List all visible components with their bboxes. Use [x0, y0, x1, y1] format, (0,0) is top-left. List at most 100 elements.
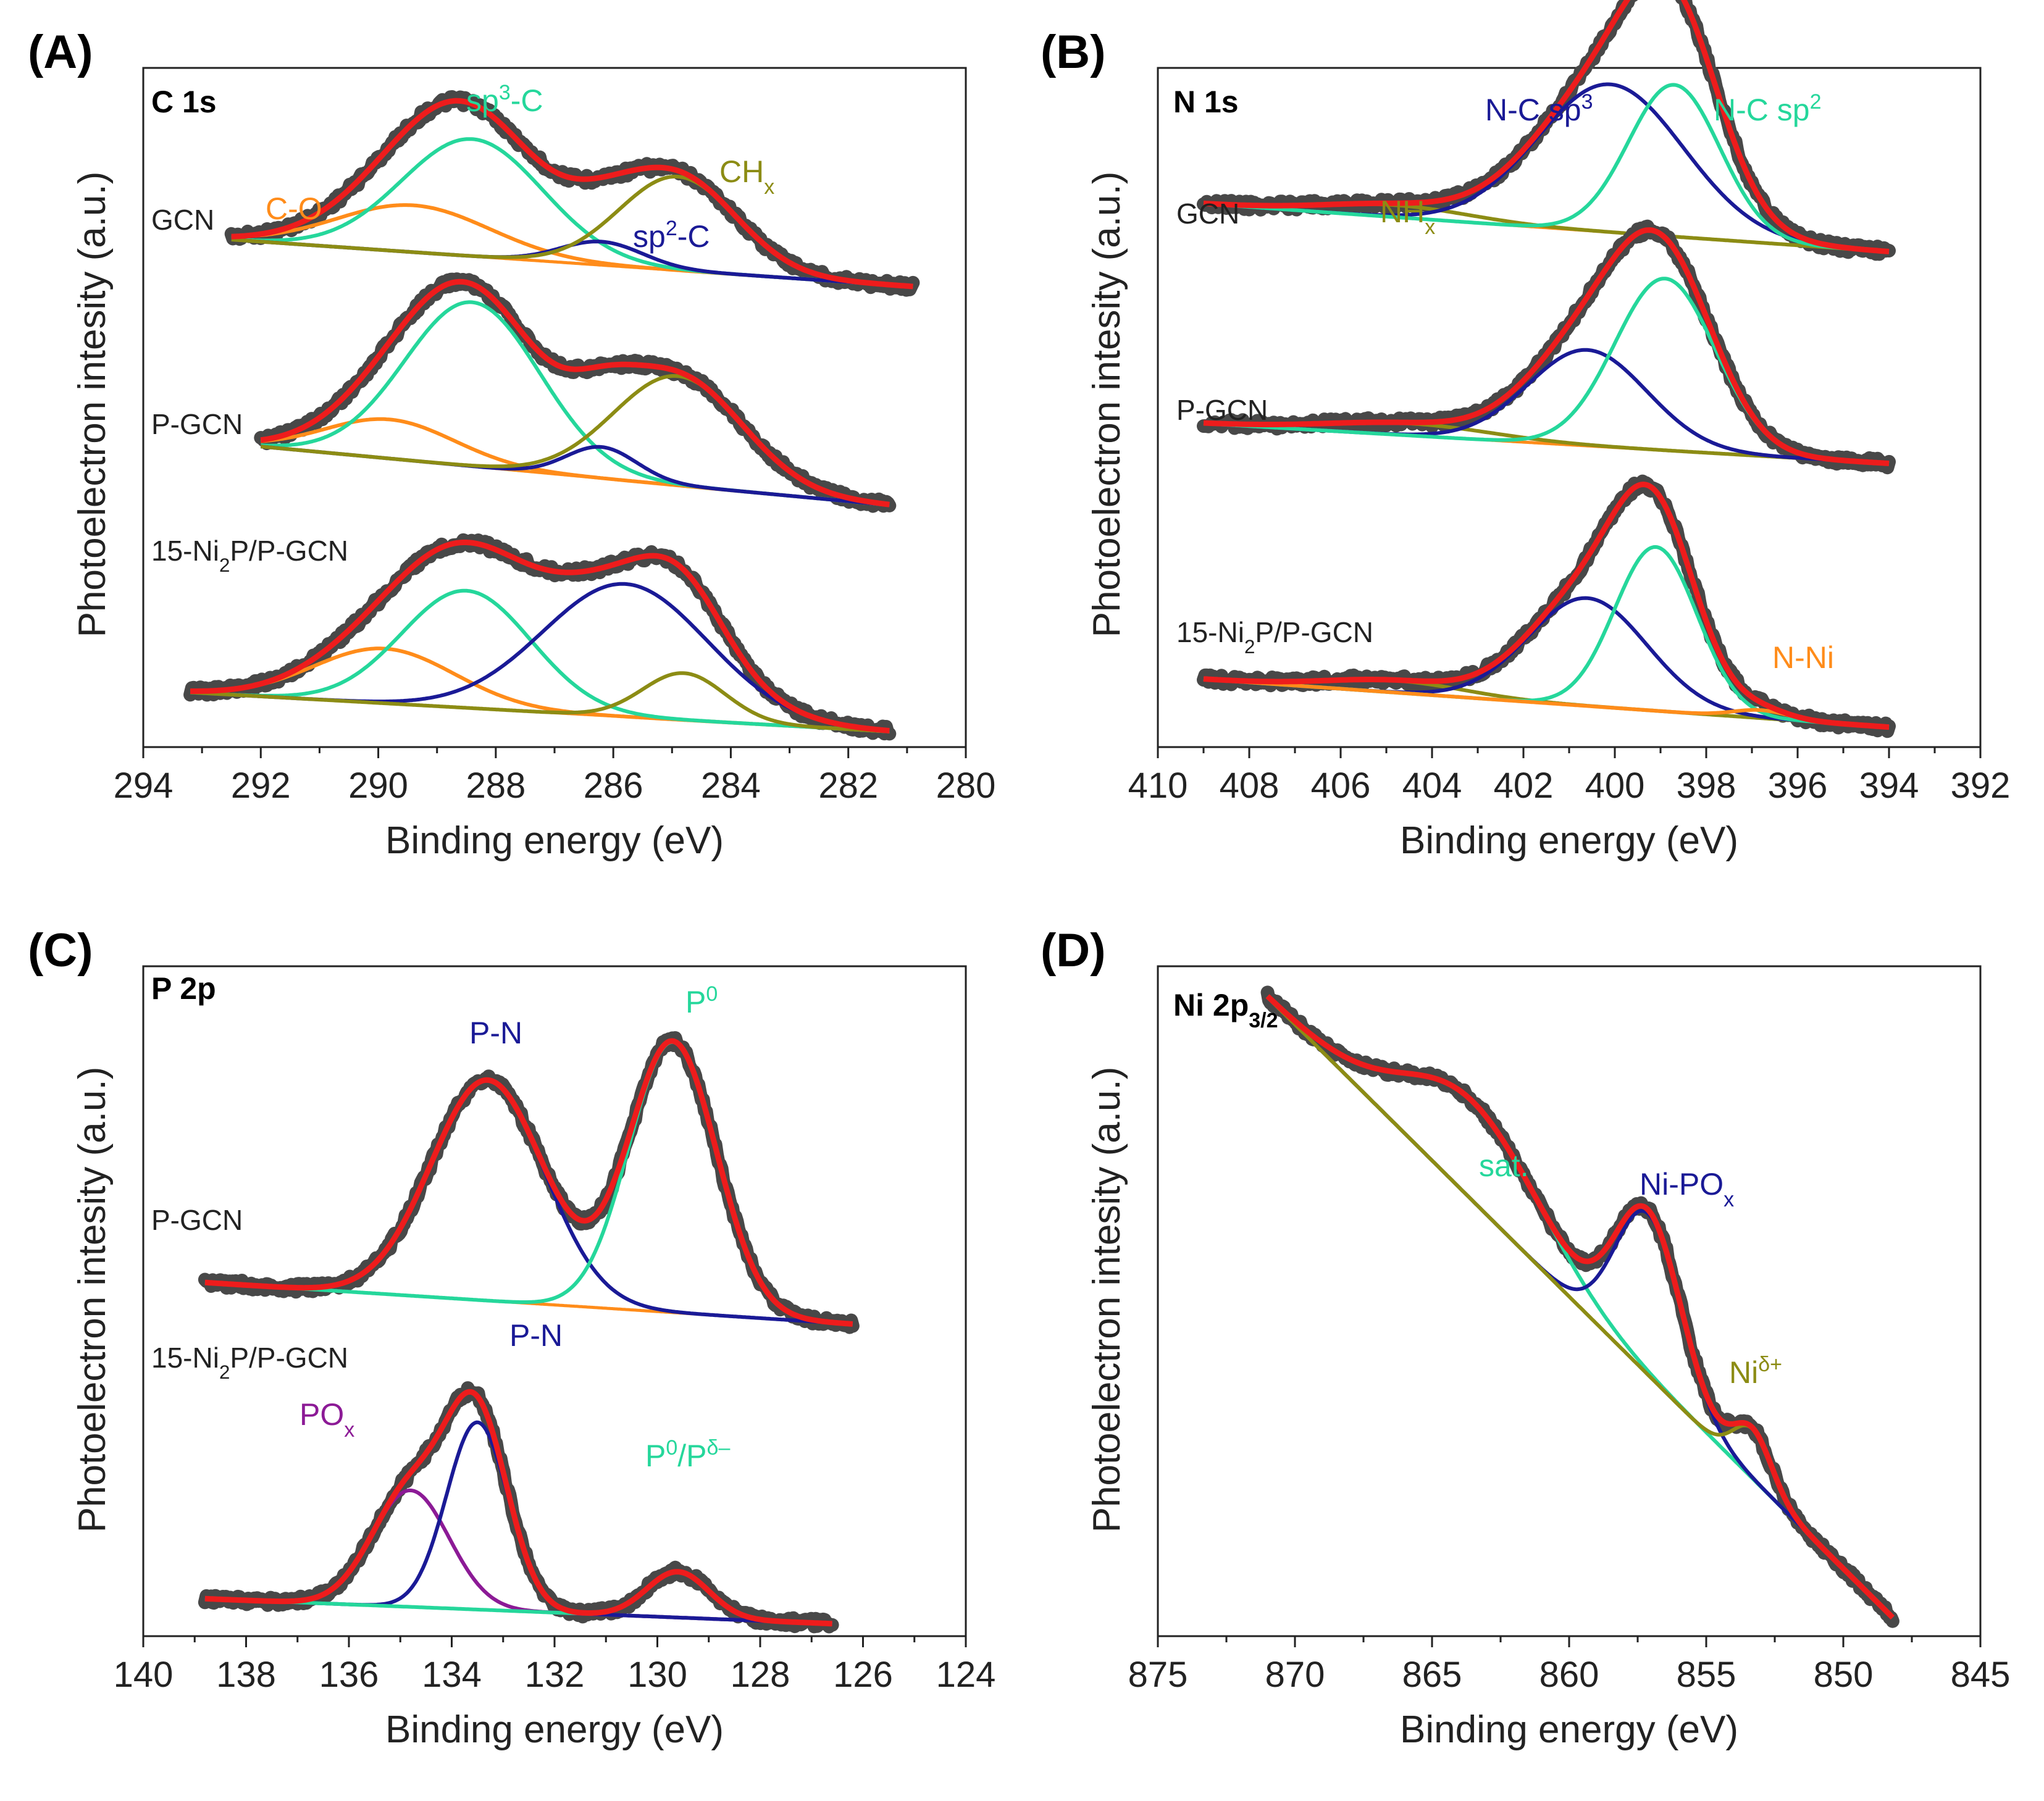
peak-label-part: -C — [511, 83, 543, 118]
x-tick-label: 282 — [818, 766, 878, 806]
raw-spectrum-line — [224, 90, 920, 297]
fit-envelope-line — [1265, 994, 1895, 1620]
fit-envelope-line — [260, 278, 890, 508]
sample-label-part: 15-Ni — [151, 1342, 219, 1374]
sample-label-part: GCN — [151, 204, 214, 236]
sample-label: GCN — [151, 204, 214, 236]
peak-label: sp3-C — [466, 81, 543, 118]
core-level-main: Ni 2p — [1173, 988, 1249, 1022]
panel-c: 140 138 136 134 132 130 128 126 124 Binding energ… — [28, 924, 995, 1751]
peak-label: sp2-C — [633, 217, 710, 254]
x-tick-label: 396 — [1768, 766, 1828, 806]
fit-envelope-line — [204, 1038, 853, 1327]
sample-label: 15-Ni2P/P-GCN — [151, 535, 348, 576]
peak-label-part: PO — [299, 1397, 344, 1432]
sample-label: P-GCN — [1176, 394, 1268, 426]
component-peak-line — [261, 417, 890, 507]
sample-label: 15-Ni2P/P-GCN — [1176, 616, 1373, 658]
sample-label-part: P/P-GCN — [230, 1342, 348, 1374]
sample-label-part: P-GCN — [151, 1204, 243, 1236]
fit-envelope-line — [190, 540, 890, 733]
core-level-main: N 1s — [1173, 85, 1239, 119]
peak-label-part: sat. — [1479, 1148, 1529, 1183]
sample-label: P-GCN — [151, 408, 243, 440]
peak-label: C-O — [266, 191, 322, 226]
x-tick-label: 400 — [1585, 766, 1645, 806]
peak-label-part: δ– — [707, 1436, 731, 1460]
core-level-label: N 1s — [1173, 85, 1239, 119]
spectrum-group — [224, 90, 920, 297]
x-tick-label: 845 — [1951, 1655, 2011, 1695]
panel-a: 294 292 290 288 286 284 282 280 Binding energy (… — [28, 26, 995, 862]
x-tick-label: 408 — [1220, 766, 1280, 806]
peak-label: P0/Pδ– — [645, 1436, 730, 1473]
peak-label-part: -C — [677, 219, 710, 254]
peak-label-part: 0 — [666, 1436, 677, 1460]
peak-label-part: δ+ — [1758, 1353, 1782, 1376]
spectrum-group — [198, 1381, 839, 1634]
peak-label-part: CH — [719, 154, 764, 189]
x-tick-label: 394 — [1859, 766, 1919, 806]
panel-d: 875 870 865 860 855 850 845 Binding energy (eV)… — [1041, 924, 2010, 1751]
x-tick-label: 875 — [1128, 1655, 1188, 1695]
y-axis-title: Photoelectron intesity (a.u.) — [71, 172, 114, 638]
x-tick-label: 294 — [114, 766, 174, 806]
x-axis-title: Binding energy (eV) — [385, 819, 724, 862]
peak-label-part: /P — [677, 1439, 706, 1473]
component-peak-line — [1203, 277, 1890, 466]
peak-label-part: P — [685, 985, 706, 1019]
core-level-main: C 1s — [151, 85, 217, 119]
plot-frame — [1157, 965, 1982, 1637]
panel-letter: (C) — [28, 924, 93, 977]
x-tick-label: 130 — [627, 1655, 687, 1695]
x-tick-label: 860 — [1539, 1655, 1599, 1695]
raw-spectrum-line — [198, 1031, 860, 1334]
peak-label-part: P-N — [509, 1318, 563, 1353]
component-peak-line — [1203, 83, 1890, 254]
x-tick-label: 132 — [525, 1655, 585, 1695]
component-peak-line — [190, 588, 890, 733]
panel-letter: (B) — [1041, 26, 1106, 78]
peak-label-part: 2 — [1810, 90, 1822, 114]
x-tick-label: 134 — [422, 1655, 482, 1695]
fit-envelope-line — [1203, 0, 1890, 254]
peak-label: P-N — [509, 1318, 563, 1353]
peak-label: P-N — [469, 1016, 522, 1050]
core-level-label: P 2p — [151, 971, 216, 1006]
x-axis-title: Binding energy (eV) — [385, 1708, 724, 1751]
sample-label: P-GCN — [151, 1204, 243, 1236]
peak-label: NHx — [1380, 194, 1435, 239]
peak-label-part: x — [344, 1418, 354, 1442]
x-tick-label: 128 — [731, 1655, 790, 1695]
panel-letter: (A) — [28, 26, 93, 78]
peak-label: POx — [299, 1397, 354, 1442]
panel-letter: (D) — [1041, 924, 1106, 977]
peak-label-part: 2 — [666, 217, 677, 240]
x-tick-label: 136 — [319, 1655, 379, 1695]
plot-frame — [142, 965, 967, 1637]
sample-label-part: 2 — [219, 554, 230, 576]
sample-label-part: 2 — [1244, 636, 1255, 658]
peak-label-part: NH — [1380, 194, 1425, 229]
spectrum-group — [1197, 474, 1896, 738]
peak-label: N-C sp2 — [1714, 90, 1822, 127]
peak-label-part: 0 — [706, 982, 718, 1006]
peak-label: CHx — [719, 154, 774, 199]
x-tick-label: 865 — [1402, 1655, 1462, 1695]
sample-label-part: P-GCN — [1176, 394, 1268, 426]
spectrum-group — [1260, 985, 1899, 1628]
sample-label-part: 15-Ni — [1176, 616, 1244, 648]
raw-spectrum-line — [1197, 474, 1896, 738]
spectrum-group — [198, 1031, 860, 1334]
x-tick-label: 284 — [701, 766, 761, 806]
x-tick-label: 138 — [216, 1655, 276, 1695]
sample-label-part: 2 — [219, 1361, 230, 1383]
spectrum-group — [254, 272, 897, 513]
peak-label-part: P — [645, 1439, 666, 1473]
spectrum-group — [183, 533, 897, 741]
spectrum-group — [1197, 219, 1896, 475]
core-level-label: C 1s — [151, 85, 217, 119]
x-tick-label: 406 — [1311, 766, 1371, 806]
x-tick-label: 410 — [1128, 766, 1188, 806]
